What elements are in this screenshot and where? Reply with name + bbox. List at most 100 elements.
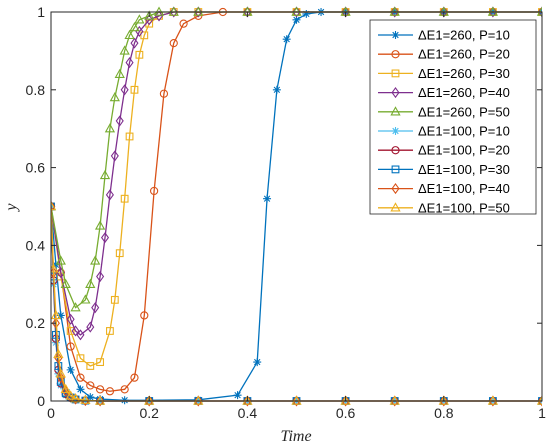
data-point [120,84,129,96]
y-tick-label: 0.6 [26,160,46,176]
axes-frame [50,11,543,402]
data-point [105,189,114,201]
legend-label: ΔE1=260, P=40 [418,85,510,100]
legend-entry: ΔE1=100, P=30 [378,162,510,177]
data-point [194,395,203,407]
legend-entry: ΔE1=100, P=40 [378,181,510,196]
data-point [169,38,178,48]
data-point [438,395,449,405]
data-point [54,352,63,364]
data-point [86,381,95,390]
data-point [110,295,119,304]
data-point [391,165,400,174]
data-point [51,309,62,320]
data-point [60,278,71,289]
data-point [94,395,106,405]
data-point [135,25,144,38]
data-point [90,255,101,265]
data-point [253,358,262,367]
data-point [140,31,149,40]
data-point [537,395,542,407]
data-point [389,6,400,16]
data-point [159,89,169,98]
data-point [76,354,85,363]
data-point [292,6,301,18]
data-point [391,69,400,78]
legend-label: ΔE1=260, P=50 [418,104,510,119]
data-point [51,260,60,269]
data-point [86,393,95,402]
data-point [169,6,178,18]
data-point [391,183,400,195]
data-point [55,368,66,378]
data-point [154,10,164,22]
data-point [233,391,242,400]
x-tick-label: 0.8 [434,405,454,421]
data-point [66,313,75,325]
legend-label: ΔE1=100, P=40 [418,181,510,196]
legend-label: ΔE1=100, P=30 [418,162,510,177]
data-point [115,249,124,258]
data-point [96,395,105,407]
data-point [134,14,145,24]
legend-items: ΔE1=260, P=10 ΔE1=260, P=20 ΔE1=260, P=30 Δ… [378,28,510,215]
data-point [80,394,91,404]
data-point [341,395,350,407]
legend-entry: ΔE1=260, P=30 [378,66,510,81]
data-point [391,127,400,135]
data-point [70,302,81,312]
data-point [302,9,311,18]
data-point [488,6,497,18]
ticks-layer: 0 0.2 0.4 0.6 0.8 1 0 0.2 0.4 0.6 0.8 1 [26,4,547,421]
data-point [179,19,188,28]
data-point [104,123,116,133]
x-tick-label: 0 [47,405,55,421]
data-point [65,390,76,400]
data-point [95,385,105,394]
data-point [391,87,400,99]
legend-label: ΔE1=260, P=30 [418,66,510,81]
data-point [439,395,448,407]
data-point [105,387,115,396]
data-point [51,200,57,211]
data-point [86,321,95,333]
y-tick-label: 0.8 [26,82,46,98]
data-point [60,383,71,394]
data-point [140,311,149,320]
legend-entry: ΔE1=260, P=40 [378,85,510,100]
y-tick-label: 1 [37,4,45,20]
legend-label: ΔE1=100, P=50 [418,200,510,215]
data-point [242,395,253,405]
data-point [66,365,75,374]
data-point [120,396,129,405]
x-tick-label: 0.4 [238,405,258,421]
data-point [76,329,85,341]
data-point [390,395,399,407]
data-point [70,393,81,403]
data-point [130,373,139,382]
legend-entry: ΔE1=100, P=10 [378,124,510,139]
y-tick-label: 0.2 [26,315,46,331]
data-point [135,50,144,59]
data-point [120,385,129,394]
data-point [193,6,204,16]
data-point [86,362,95,370]
legend-entry: ΔE1=260, P=50 [378,104,510,119]
legend-box [369,19,537,215]
data-point [194,6,203,18]
legend-entry: ΔE1=260, P=20 [378,47,510,62]
data-point [292,395,301,407]
y-axis-title: y [3,203,20,213]
data-point [91,302,100,314]
data-point [106,327,114,335]
legend: ΔE1=260, P=10 ΔE1=260, P=20 ΔE1=260, P=30 Δ… [369,19,537,215]
data-point [124,29,135,40]
data-point [263,194,272,203]
data-point [272,85,281,94]
data-point [109,92,120,102]
data-point [53,348,64,359]
data-point [76,385,85,394]
data-point [292,15,301,24]
data-point [149,186,159,196]
